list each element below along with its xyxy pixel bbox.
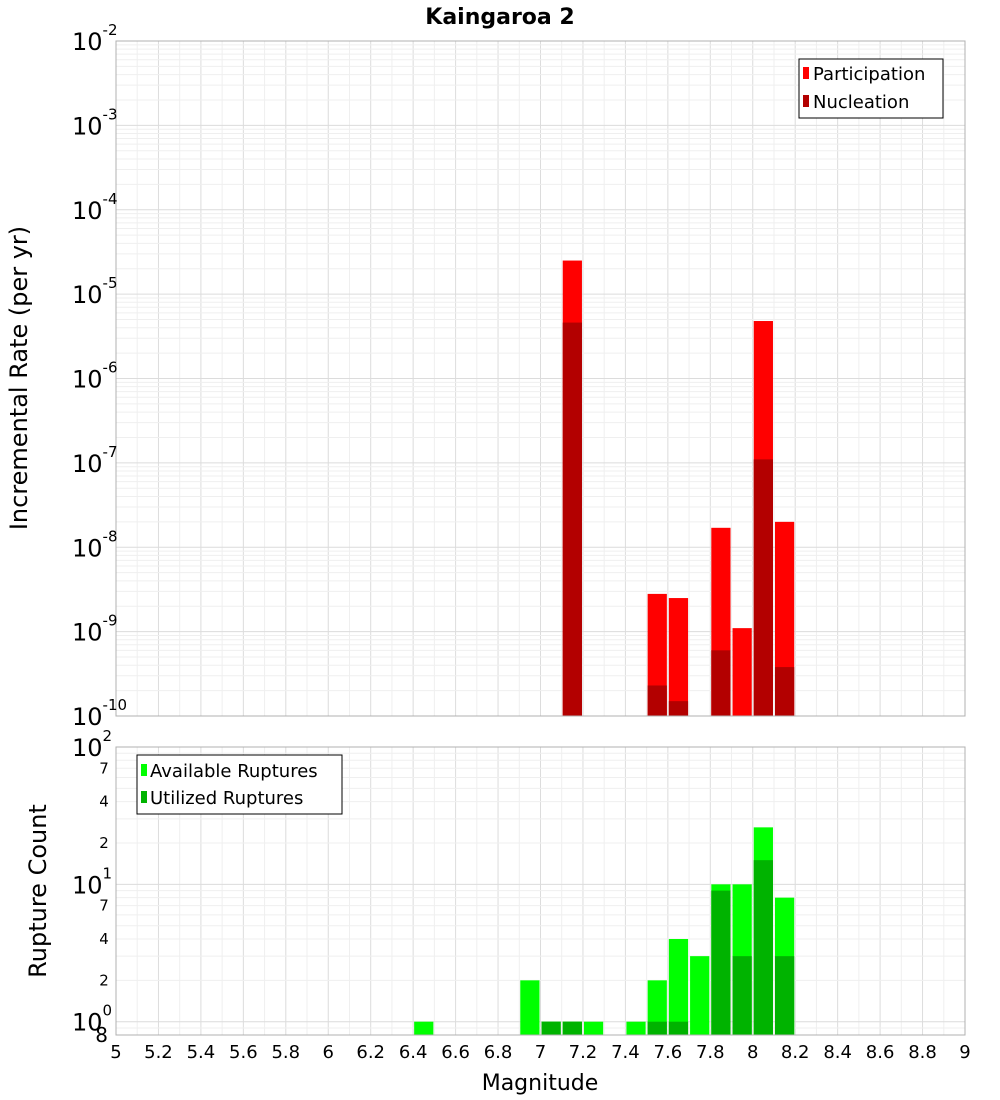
bar-available-ruptures [583,1021,604,1035]
legend-label-participation: Participation [813,64,925,85]
bottom-bars [414,827,795,1035]
x-tick-label: 7 [535,1042,546,1063]
top-legend: Participation Nucleation [798,58,944,119]
x-tick-label: 5.2 [144,1042,173,1063]
bottom-y-minor-tick-label: 7 [99,897,109,915]
bottom-y-minor-tick-label: 2 [99,834,109,852]
bottom-y-axis-label: Rupture Count [24,804,52,978]
bottom-y-tick-label: 102 [72,727,112,762]
x-tick-label: 8 [747,1042,758,1063]
bar-utilized-ruptures [562,1021,582,1035]
legend-label-utilized: Utilized Ruptures [150,788,303,809]
bar-utilized-ruptures [541,1021,561,1035]
top-y-ticks: 10-2 10-3 10-4 10-5 10-6 10-7 10-8 10-9 10-10 [72,21,127,731]
x-tick-label: 7.4 [611,1042,640,1063]
bar-available-ruptures [647,980,667,1035]
x-tick-label: 8.8 [908,1042,937,1063]
bottom-y-minor-tick-label: 7 [99,759,109,777]
x-tick-label: 7.2 [569,1042,598,1063]
top-y-tick-label: 10-9 [72,612,118,647]
bar-utilized-ruptures [711,890,731,1035]
bottom-y-minor-tick-label: 4 [99,930,109,948]
bar-nucleation [774,667,795,716]
x-tick-labels: 5 5.2 5.4 5.6 5.8 6 6.2 6.4 6.6 6.8 7 7.2 7.4 7.6 7.8 8… [110,1042,970,1063]
x-tick-label: 9 [959,1042,970,1063]
bar-available-ruptures [690,956,710,1035]
bar-available-ruptures [668,939,689,1035]
x-tick-label: 5.4 [187,1042,216,1063]
x-tick-label: 5 [110,1042,121,1063]
legend-swatch-nucleation [803,95,809,107]
x-tick-label: 8.6 [866,1042,895,1063]
x-tick-label: 8.2 [781,1042,810,1063]
bar-utilized-ruptures [753,860,773,1035]
bar-utilized-ruptures [774,956,795,1035]
x-tick-label: 6.8 [484,1042,513,1063]
bar-participation [732,628,752,716]
x-tick-label: 5.8 [271,1042,300,1063]
top-grid [115,41,966,717]
bar-nucleation [753,459,773,716]
top-plot-frame [115,40,966,717]
top-plot: 10-2 10-3 10-4 10-5 10-6 10-7 10-8 10-9 10-10 In… [5,21,966,731]
x-tick-label: 8.4 [823,1042,852,1063]
legend-swatch-available [141,764,147,776]
legend-swatch-participation [803,67,809,79]
x-tick-label: 6.4 [399,1042,428,1063]
bottom-plot-frame [115,746,966,1036]
top-bars [562,260,795,716]
bar-participation [668,598,689,716]
top-y-tick-label: 10-8 [72,527,118,562]
bottom-y-tick-label: 101 [72,864,112,899]
bar-nucleation [562,322,582,716]
bottom-y-ticks: 102 101 100 7 4 2 7 4 2 [72,727,112,1037]
bottom-y-tick-label: 100 [72,1002,112,1037]
chart-title: Kaingaroa 2 [425,5,574,30]
x-tick-label: 5.6 [229,1042,258,1063]
top-y-tick-label: 10-2 [72,21,118,56]
top-y-tick-label: 10-4 [72,190,118,225]
bottom-y-tick-label-base: 8 [95,1023,108,1047]
bar-nucleation [647,685,667,716]
x-tick-label: 6 [323,1042,334,1063]
bottom-y-minor-tick-label: 4 [99,793,109,811]
bar-utilized-ruptures [668,1021,689,1035]
bar-nucleation [711,650,731,716]
bar-participation [647,593,667,716]
x-axis-label: Magnitude [482,1071,599,1096]
x-tick-label: 7.6 [654,1042,683,1063]
bar-available-ruptures [520,980,540,1035]
x-tick-label: 7.8 [696,1042,725,1063]
top-y-tick-label: 10-5 [72,274,118,309]
top-y-tick-label: 10-10 [72,696,127,731]
top-y-tick-label: 10-7 [72,443,118,478]
top-y-tick-label: 10-6 [72,359,118,394]
top-y-tick-label: 10-3 [72,105,118,140]
bottom-y-minor-tick-label: 2 [99,971,109,989]
bar-utilized-ruptures [732,956,752,1035]
legend-label-nucleation: Nucleation [813,92,909,113]
bottom-legend-box [136,754,343,815]
top-y-axis-label: Incremental Rate (per yr) [5,226,33,530]
x-tick-label: 6.6 [441,1042,470,1063]
bar-available-ruptures [626,1021,646,1035]
legend-label-available: Available Ruptures [150,761,318,782]
legend-swatch-utilized [141,791,147,803]
bar-utilized-ruptures [647,1021,667,1035]
top-legend-box [798,58,944,119]
bottom-legend: Available Ruptures Utilized Ruptures [136,754,343,815]
x-tick-label: 6.2 [356,1042,385,1063]
bar-available-ruptures [414,1021,434,1035]
bar-nucleation [668,701,689,716]
